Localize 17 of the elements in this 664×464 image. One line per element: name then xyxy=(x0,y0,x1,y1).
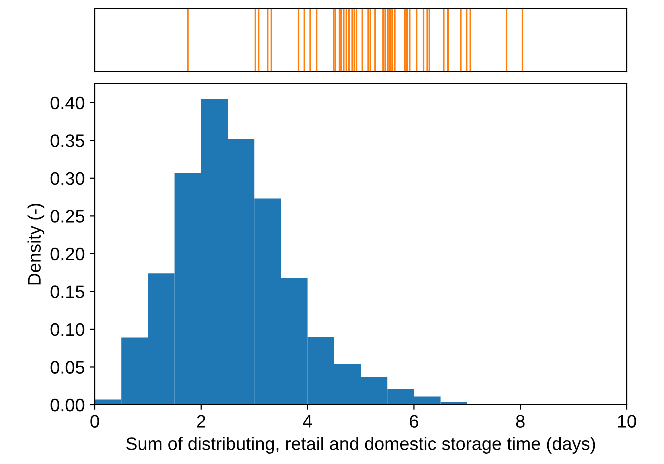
y-tick-label: 0.40 xyxy=(50,96,85,110)
y-axis-title: Density (-) xyxy=(28,204,45,285)
y-tick-label: 0.05 xyxy=(50,361,85,374)
y-tick-label: 0.10 xyxy=(50,323,85,336)
x-tick-label: 2 xyxy=(197,415,206,428)
x-tick-label: 10 xyxy=(618,415,636,428)
x-tick-label: 0 xyxy=(90,415,100,428)
y-tick-label: 0.25 xyxy=(50,210,85,223)
y-tick-label: 0.20 xyxy=(50,248,85,261)
x-tick-label: 8 xyxy=(516,415,525,428)
y-tick-label: 0.35 xyxy=(50,134,85,148)
x-tick-label: 4 xyxy=(303,415,312,428)
y-tick-label: 0.15 xyxy=(50,286,85,298)
y-tick-label: 0.30 xyxy=(50,172,85,186)
y-tick-label: 0.00 xyxy=(50,398,85,412)
x-tick-label: 6 xyxy=(410,415,418,428)
x-axis-title: Sum of distributing, retail and domestic storage time (days) xyxy=(126,437,596,454)
